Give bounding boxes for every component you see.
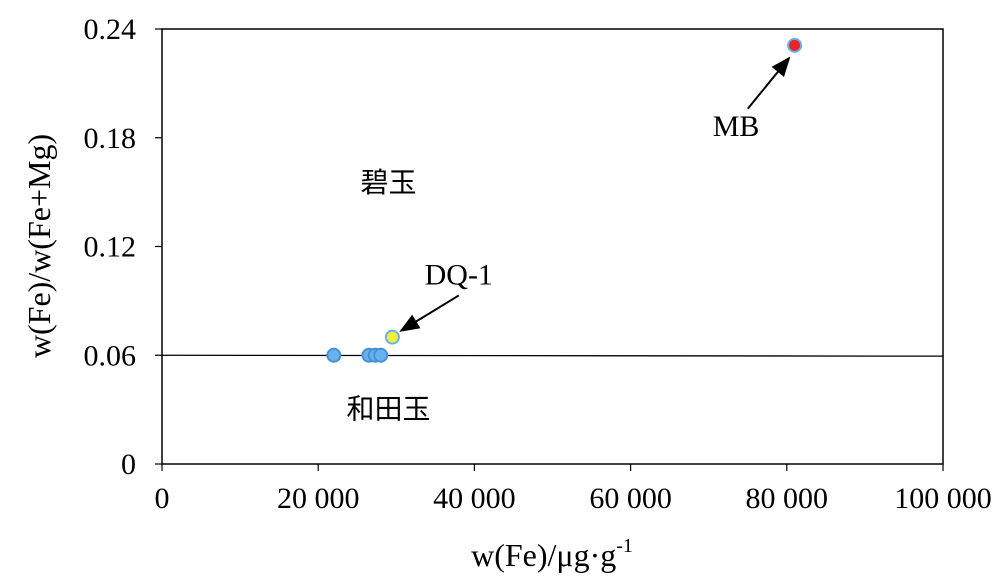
data-point [373, 347, 389, 363]
x-tick-label: 80 000 [746, 482, 829, 515]
x-axis-title-superscript: -1 [616, 535, 633, 557]
annotation-label: MB [713, 110, 760, 143]
x-tick-label: 60 000 [589, 482, 672, 515]
data-point [384, 329, 400, 345]
x-tick-label: 40 000 [433, 482, 516, 515]
annotation-arrow [746, 56, 791, 110]
region-label: 碧玉 [360, 166, 416, 199]
x-tick-label: 100 000 [894, 482, 992, 515]
y-tick-label: 0 [121, 448, 136, 481]
region-label: 和田玉 [346, 393, 430, 426]
annotation-arrow [399, 294, 460, 332]
x-axis-title-main: w(Fe)/μg·g [471, 537, 616, 573]
y-tick-label: 0.18 [84, 122, 137, 155]
x-tick-label: 0 [155, 482, 170, 515]
x-tick-label: 20 000 [277, 482, 360, 515]
data-point [326, 347, 342, 363]
boundary-line [161, 354, 944, 357]
annotation-label: DQ-1 [425, 259, 493, 292]
plot-area [161, 28, 944, 465]
y-tick-label: 0.12 [84, 231, 137, 264]
x-axis-title: w(Fe)/μg·g-1 [471, 535, 633, 573]
y-tick-label: 0.24 [84, 13, 137, 46]
data-point [787, 37, 803, 53]
y-tick-label: 0.06 [84, 339, 137, 372]
y-axis-title: w(Fe)/w(Fe+Mg) [21, 134, 57, 358]
